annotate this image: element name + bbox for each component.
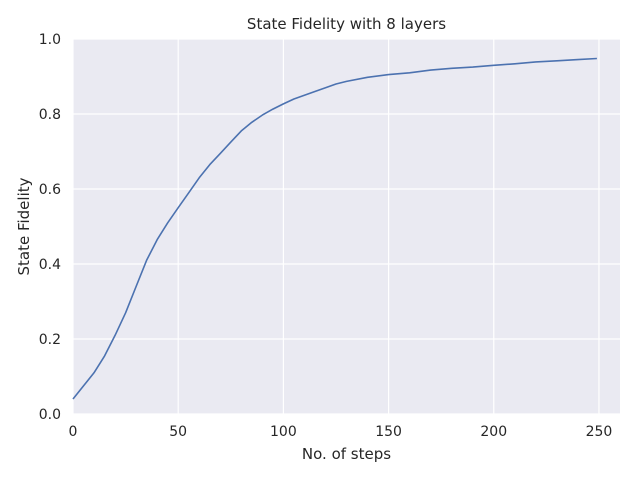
x-tick-label: 250 <box>586 424 613 440</box>
y-tick-label: 0.0 <box>39 407 61 423</box>
grid-lines <box>72 38 620 415</box>
x-tick-label: 150 <box>375 424 402 440</box>
chart-title: State Fidelity with 8 layers <box>247 15 446 33</box>
y-tick-label: 0.6 <box>39 182 61 198</box>
x-tick-label: 100 <box>270 424 297 440</box>
x-axis-ticks: 0 50 100 150 200 250 <box>69 424 613 440</box>
y-tick-label: 0.8 <box>39 107 61 123</box>
x-tick-label: 0 <box>69 424 78 440</box>
x-axis-label: No. of steps <box>302 445 391 463</box>
y-tick-label: 1.0 <box>39 32 61 48</box>
y-axis-ticks: 0.0 0.2 0.4 0.6 0.8 1.0 <box>39 32 61 423</box>
y-tick-label: 0.2 <box>39 332 61 348</box>
plot-area <box>73 39 620 414</box>
y-axis-label: State Fidelity <box>15 177 33 275</box>
y-tick-label: 0.4 <box>39 257 61 273</box>
x-tick-label: 50 <box>169 424 187 440</box>
x-tick-label: 200 <box>480 424 507 440</box>
series-line <box>72 57 597 400</box>
